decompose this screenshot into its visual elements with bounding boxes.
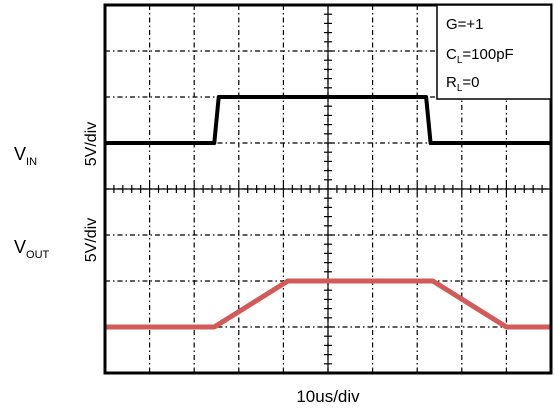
vin-trace <box>105 95 551 145</box>
traces <box>105 95 551 330</box>
plot-frame <box>103 3 553 375</box>
vout-trace <box>105 278 551 330</box>
vout-channel-label: VOUT <box>14 237 50 261</box>
vout-scale-label: 5V/div <box>83 218 100 262</box>
annotation-load-capacitance: CL=100pF <box>446 46 514 66</box>
annotation-load-resistance: RL=0 <box>446 74 480 94</box>
annotation-box-frame <box>436 4 552 100</box>
x-axis-label: 10us/div <box>296 387 360 406</box>
vin-scale-label: 5V/div <box>83 122 100 166</box>
vin-channel-label: VIN <box>14 144 37 168</box>
annotation-gain: G=+1 <box>446 16 484 33</box>
annotation-box: G=+1 CL=100pF RL=0 <box>436 4 552 100</box>
